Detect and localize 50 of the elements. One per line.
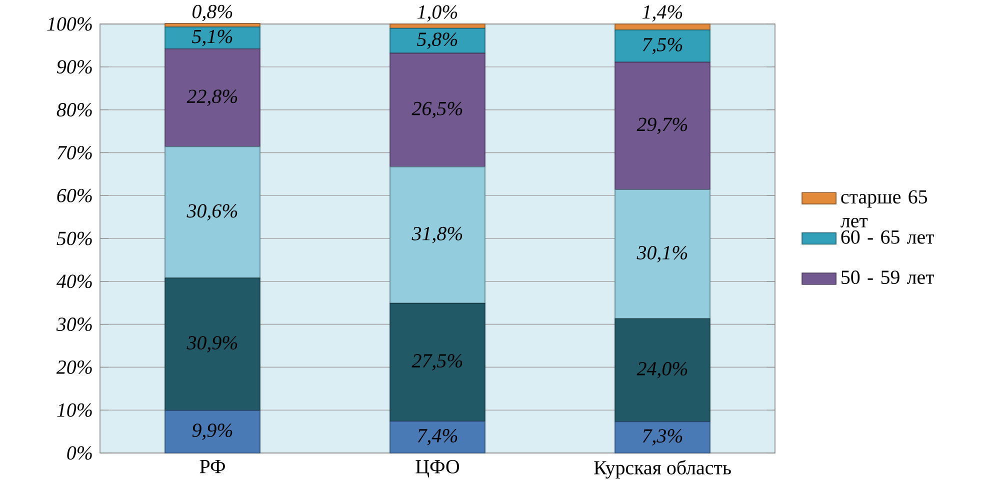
legend-label: 50 - 59 лет — [842, 270, 934, 284]
y-tick-label: 30% — [56, 318, 92, 332]
bar — [390, 166, 486, 304]
y-tick-label: 10% — [57, 403, 92, 417]
legend-label: старше 65 лет — [840, 190, 928, 228]
data-label: 1,0% — [417, 5, 458, 22]
data-label: 7,5% — [642, 38, 682, 54]
bar — [164, 26, 260, 50]
y-tick-label: 0% — [67, 446, 92, 460]
bar — [390, 28, 486, 54]
data-label: 30,6% — [186, 204, 238, 220]
legend-label: 60 - 65 лет — [841, 230, 934, 244]
data-label: 30,1% — [636, 246, 688, 262]
y-tick-label: 40% — [56, 274, 92, 288]
data-label: 22,8% — [186, 90, 238, 106]
bar — [390, 420, 486, 454]
data-label: 7,3% — [642, 429, 682, 446]
data-label: 29,7% — [636, 118, 688, 134]
x-tick-label: Курская область — [594, 460, 731, 479]
y-tick-label: 90% — [57, 60, 92, 74]
data-label: 27,5% — [412, 354, 462, 370]
bar — [164, 146, 260, 278]
bar — [164, 48, 260, 148]
y-tick-label: 70% — [58, 146, 92, 160]
data-label: 5,1% — [192, 30, 232, 46]
data-label: 26,5% — [412, 102, 462, 118]
bar — [614, 318, 710, 422]
data-label: 1,4% — [642, 5, 682, 22]
bar — [164, 278, 260, 411]
data-label: 0,8% — [192, 4, 232, 22]
y-tick-label: 20% — [56, 360, 92, 374]
data-label: 24,0% — [636, 362, 688, 378]
bar — [390, 302, 486, 422]
x-tick-label: ЦФО — [416, 460, 460, 478]
y-tick-label: 100% — [47, 17, 92, 31]
y-tick-label: 60% — [57, 188, 92, 202]
y-tick-label: 50% — [56, 232, 92, 246]
bar — [390, 52, 486, 168]
bar — [614, 189, 710, 320]
data-label: 30,9% — [186, 336, 238, 352]
data-label: 31,8% — [412, 226, 462, 244]
y-tick-label: 80% — [56, 103, 92, 117]
data-label: 9,9% — [192, 424, 232, 440]
bar — [164, 410, 260, 454]
data-label: 7,4% — [418, 428, 458, 446]
bar — [614, 421, 710, 454]
x-tick-label: РФ — [200, 460, 225, 474]
data-label: 5,8% — [417, 32, 458, 49]
bar — [614, 30, 710, 63]
bar — [614, 62, 710, 190]
